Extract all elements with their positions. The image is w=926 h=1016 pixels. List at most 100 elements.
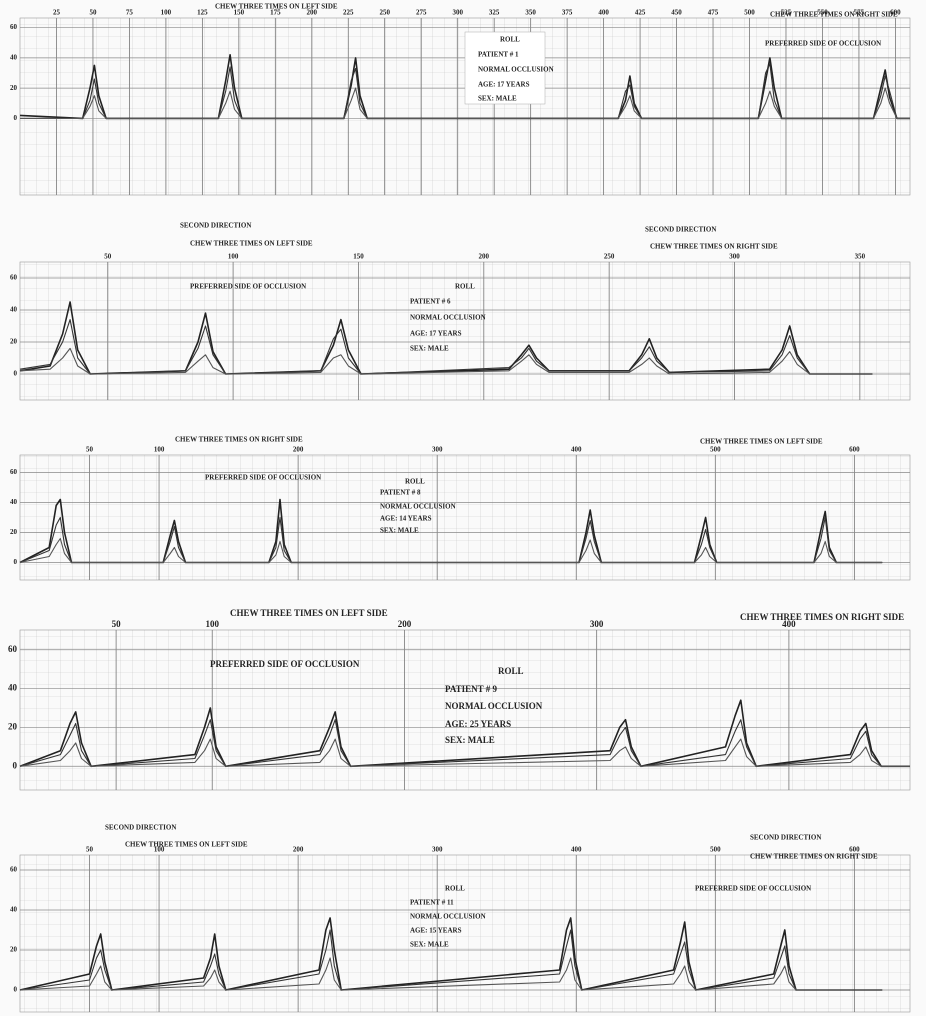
x-tick-label: 200 (479, 253, 490, 261)
x-tick-label: 275 (416, 9, 427, 17)
x-tick-label: 50 (86, 446, 94, 454)
x-tick-label: 250 (380, 9, 391, 17)
trace (19, 738, 910, 767)
trace (19, 537, 883, 564)
annotation: PATIENT # 1 (478, 51, 519, 59)
trace (19, 917, 883, 991)
annotation: CHEW THREE TIMES ON LEFT SIDE (700, 438, 823, 446)
x-tick-label: 150 (234, 9, 245, 17)
x-tick-label: 600 (849, 446, 860, 454)
annotation: ROLL (498, 666, 524, 676)
annotation: PATIENT # 8 (380, 489, 421, 497)
x-tick-label: 250 (604, 253, 615, 261)
x-tick-label: 575 (854, 9, 865, 17)
trace (19, 699, 910, 768)
x-tick-label: 200 (293, 846, 304, 854)
annotation: SECOND DIRECTION (750, 834, 821, 842)
annotation: PATIENT # 9 (445, 684, 498, 694)
x-tick-label: 100 (205, 619, 219, 629)
x-tick-label: 400 (782, 619, 796, 629)
annotation: ROLL (405, 478, 425, 486)
x-tick-label: 325 (489, 9, 500, 17)
x-tick-label: 100 (154, 846, 165, 854)
annotation: SECOND DIRECTION (105, 824, 176, 832)
y-tick-label: 60 (10, 274, 18, 282)
strip-chart: 50 100 200 300 400 500 600 0 20 40 60 SECOND DIRECT… (10, 824, 911, 1013)
annotation: CHEW THREE TIMES ON LEFT SIDE (215, 3, 338, 11)
y-tick-label: 60 (10, 866, 18, 874)
x-tick-label: 175 (270, 9, 281, 17)
trace (20, 87, 910, 119)
annotation: NORMAL OCCLUSION (410, 314, 486, 322)
x-tick-label: 350 (525, 9, 536, 17)
annotation: SEX: MALE (380, 527, 419, 535)
x-tick-label: 100 (161, 9, 172, 17)
annotation: PATIENT # 11 (410, 899, 454, 907)
x-tick-label: 300 (432, 846, 443, 854)
x-tick-label: 600 (890, 9, 901, 17)
x-tick-label: 500 (710, 846, 721, 854)
annotation: SEX: MALE (410, 941, 449, 949)
annotation: PREFERRED SIDE OF OCCLUSION (205, 474, 321, 482)
x-tick-label: 225 (343, 9, 354, 17)
annotation: NORMAL OCCLUSION (380, 503, 456, 511)
y-tick-label: 40 (10, 53, 18, 61)
x-tick-label: 350 (855, 253, 866, 261)
strip-chart: 25 50 75 100 125 150 175 200 225 250 275 300 325 350 3… (10, 3, 911, 196)
annotation: NORMAL OCCLUSION (478, 66, 554, 74)
x-tick-label: 525 (781, 9, 792, 17)
y-tick-label: 60 (10, 23, 18, 31)
x-tick-label: 375 (562, 9, 573, 17)
annotation: CHEW THREE TIMES ON LEFT SIDE (190, 240, 313, 248)
annotation: CHEW THREE TIMES ON LEFT SIDE (230, 608, 388, 618)
y-tick-label: 20 (10, 946, 18, 954)
x-tick-label: 100 (154, 446, 165, 454)
x-tick-label: 500 (710, 446, 721, 454)
y-tick-label: 40 (10, 306, 18, 314)
y-tick-label: 40 (10, 498, 18, 506)
annotation: PREFERRED SIDE OF OCCLUSION (210, 659, 360, 669)
x-tick-label: 200 (293, 446, 304, 454)
y-tick-label: 20 (10, 528, 18, 536)
annotation: SECOND DIRECTION (645, 226, 716, 234)
y-tick-label: 20 (8, 721, 18, 731)
annotation: SECOND DIRECTION (180, 222, 251, 230)
x-tick-label: 450 (671, 9, 682, 17)
x-tick-label: 75 (126, 9, 134, 17)
x-tick-label: 200 (398, 619, 412, 629)
x-tick-label: 300 (590, 619, 604, 629)
x-tick-label: 475 (708, 9, 719, 17)
x-tick-label: 300 (452, 9, 463, 17)
x-tick-label: 300 (729, 253, 740, 261)
strip-chart: 50 100 200 300 400 500 600 0 20 40 60 CHEW THREE TI… (10, 436, 911, 581)
annotation: NORMAL OCCLUSION (445, 701, 543, 711)
annotation: CHEW THREE TIMES ON RIGHT SIDE (770, 11, 898, 19)
annotation: AGE: 14 YEARS (380, 515, 432, 523)
x-tick-label: 425 (635, 9, 646, 17)
trace (19, 347, 873, 375)
strip-chart: 50 100 200 300 400 0 20 40 60 CHEW THREE TIMES ON… (8, 608, 911, 791)
x-tick-label: 400 (598, 9, 609, 17)
y-tick-label: 0 (14, 114, 18, 122)
annotation: AGE: 15 YEARS (410, 927, 462, 935)
y-tick-label: 0 (14, 558, 18, 566)
annotation: SEX: MALE (478, 95, 517, 103)
annotation: PATIENT # 6 (410, 298, 451, 306)
y-tick-label: 40 (10, 906, 18, 914)
x-tick-label: 550 (817, 9, 828, 17)
annotation: CHEW THREE TIMES ON RIGHT SIDE (175, 436, 303, 444)
paper-grid (19, 261, 911, 401)
annotation: ROLL (500, 36, 520, 44)
annotation: CHEW THREE TIMES ON RIGHT SIDE (740, 612, 904, 622)
annotation: PREFERRED SIDE OF OCCLUSION (695, 885, 811, 893)
annotation: CHEW THREE TIMES ON LEFT SIDE (125, 841, 248, 849)
annotation: NORMAL OCCLUSION (410, 913, 486, 921)
annotation: ROLL (445, 885, 465, 893)
x-tick-label: 100 (228, 253, 239, 261)
paper-grid (19, 454, 911, 581)
annotation: AGE: 17 YEARS (410, 330, 462, 338)
x-tick-label: 600 (849, 846, 860, 854)
x-tick-label: 400 (571, 446, 582, 454)
x-tick-label: 125 (197, 9, 208, 17)
annotation: AGE: 25 YEARS (445, 719, 511, 729)
